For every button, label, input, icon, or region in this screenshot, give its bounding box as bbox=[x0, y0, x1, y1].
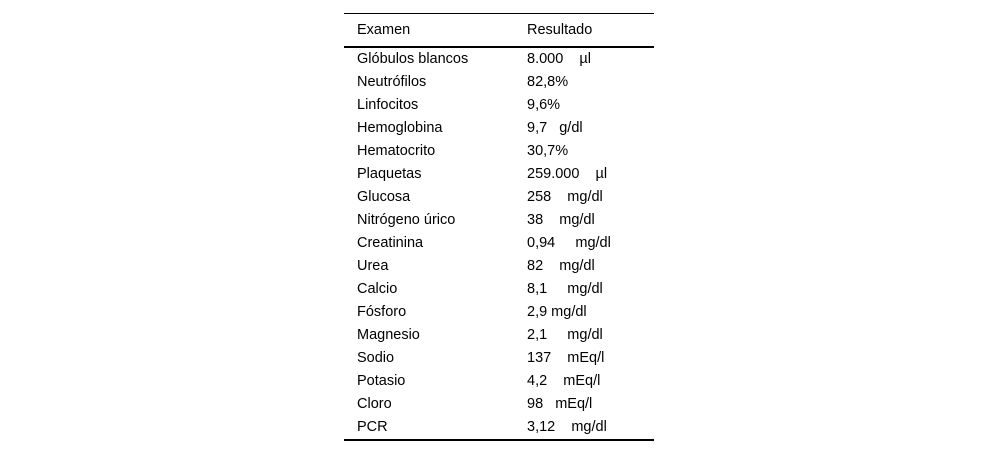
table-row: Linfocitos 9,6% bbox=[344, 94, 654, 117]
column-header-examen: Examen bbox=[344, 13, 527, 48]
result-value-cell: 259.000 µl bbox=[527, 165, 608, 182]
exam-name-cell: Glóbulos blancos bbox=[357, 50, 469, 67]
exam-name-cell: Nitrógeno úrico bbox=[357, 211, 456, 228]
exam-name-cell: Sodio bbox=[357, 349, 395, 366]
exam-name-cell: PCR bbox=[357, 418, 388, 435]
table-header-row: Examen Resultado bbox=[344, 13, 654, 48]
result-value-cell: 30,7% bbox=[527, 142, 569, 159]
exam-name-cell: Neutrófilos bbox=[357, 73, 427, 90]
exam-name-cell: Urea bbox=[357, 257, 389, 274]
exam-name-cell: Glucosa bbox=[357, 188, 411, 205]
lab-results-table-grid: Examen Resultado Glóbulos blancos 8.000 … bbox=[344, 13, 654, 441]
result-value-cell: 82 mg/dl bbox=[527, 257, 595, 274]
result-value-cell: 258 mg/dl bbox=[527, 188, 603, 205]
exam-name-cell: Hemoglobina bbox=[357, 119, 443, 136]
exam-name-cell: Fósforo bbox=[357, 303, 407, 320]
table-row: Plaquetas 259.000 µl bbox=[344, 163, 654, 186]
result-value-cell: 2,1 mg/dl bbox=[527, 326, 603, 343]
column-header-resultado: Resultado bbox=[527, 13, 654, 48]
result-value-cell: 82,8% bbox=[527, 73, 569, 90]
table-row: Cloro 98 mEq/l bbox=[344, 393, 654, 416]
table-row: Magnesio 2,1 mg/dl bbox=[344, 324, 654, 347]
table-row: Neutrófilos 82,8% bbox=[344, 71, 654, 94]
table-row: Creatinina 0,94 mg/dl bbox=[344, 232, 654, 255]
table-row: Glucosa 258 mg/dl bbox=[344, 186, 654, 209]
lab-results-table: Examen Resultado Glóbulos blancos 8.000 … bbox=[344, 13, 654, 441]
result-value-cell: 137 mEq/l bbox=[527, 349, 605, 366]
table-row: Calcio 8,1 mg/dl bbox=[344, 278, 654, 301]
table-row: Urea 82 mg/dl bbox=[344, 255, 654, 278]
exam-name-cell: Plaquetas bbox=[357, 165, 422, 182]
table-row: Hematocrito 30,7% bbox=[344, 140, 654, 163]
result-value-cell: 4,2 mEq/l bbox=[527, 372, 601, 389]
result-value-cell: 2,9 mg/dl bbox=[527, 303, 587, 320]
exam-name-cell: Creatinina bbox=[357, 234, 424, 251]
exam-name-cell: Linfocitos bbox=[357, 96, 419, 113]
table-row: PCR 3,12 mg/dl bbox=[344, 416, 654, 440]
result-value-cell: 9,7 g/dl bbox=[527, 119, 583, 136]
exam-name-cell: Magnesio bbox=[357, 326, 420, 343]
result-value-cell: 9,6% bbox=[527, 96, 561, 113]
table-row: Potasio 4,2 mEq/l bbox=[344, 370, 654, 393]
result-value-cell: 38 mg/dl bbox=[527, 211, 595, 228]
result-value-cell: 3,12 mg/dl bbox=[527, 418, 607, 435]
result-value-cell: 0,94 mg/dl bbox=[527, 234, 611, 251]
table-row: Hemoglobina 9,7 g/dl bbox=[344, 117, 654, 140]
exam-name-cell: Hematocrito bbox=[357, 142, 436, 159]
table-row: Glóbulos blancos 8.000 µl bbox=[344, 47, 654, 71]
result-value-cell: 8.000 µl bbox=[527, 50, 591, 67]
exam-name-cell: Cloro bbox=[357, 395, 392, 412]
result-value-cell: 8,1 mg/dl bbox=[527, 280, 603, 297]
table-row: Sodio 137 mEq/l bbox=[344, 347, 654, 370]
table-row: Fósforo 2,9 mg/dl bbox=[344, 301, 654, 324]
exam-name-cell: Calcio bbox=[357, 280, 398, 297]
table-row: Nitrógeno úrico 38 mg/dl bbox=[344, 209, 654, 232]
result-value-cell: 98 mEq/l bbox=[527, 395, 593, 412]
exam-name-cell: Potasio bbox=[357, 372, 406, 389]
